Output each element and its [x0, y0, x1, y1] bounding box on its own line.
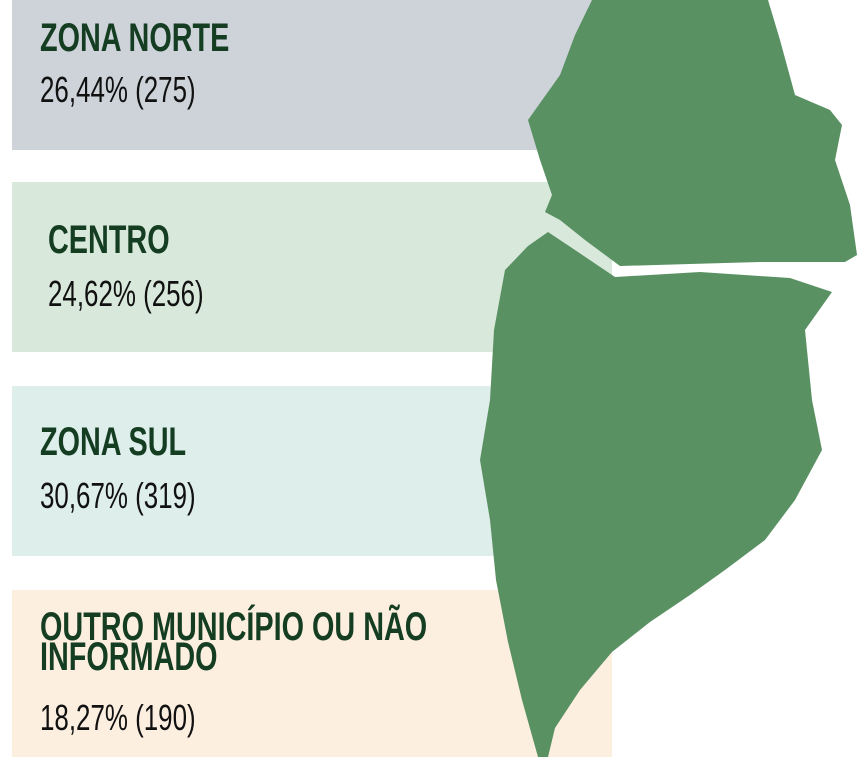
map-south	[480, 232, 832, 757]
region-name: CENTRO	[48, 218, 170, 262]
region-name: ZONA NORTE	[40, 16, 230, 60]
region-panel	[12, 0, 612, 150]
region-stat: 18,27% (190)	[40, 697, 196, 738]
region-stat: 30,67% (319)	[40, 475, 196, 516]
region-stat: 26,44% (275)	[40, 69, 196, 110]
region-name: ZONA SUL	[40, 420, 187, 464]
region-stat: 24,62% (256)	[48, 273, 204, 314]
map-north	[528, 0, 857, 266]
region-name: OUTRO MUNICÍPIO OU NÃO INFORMADO	[40, 605, 428, 679]
